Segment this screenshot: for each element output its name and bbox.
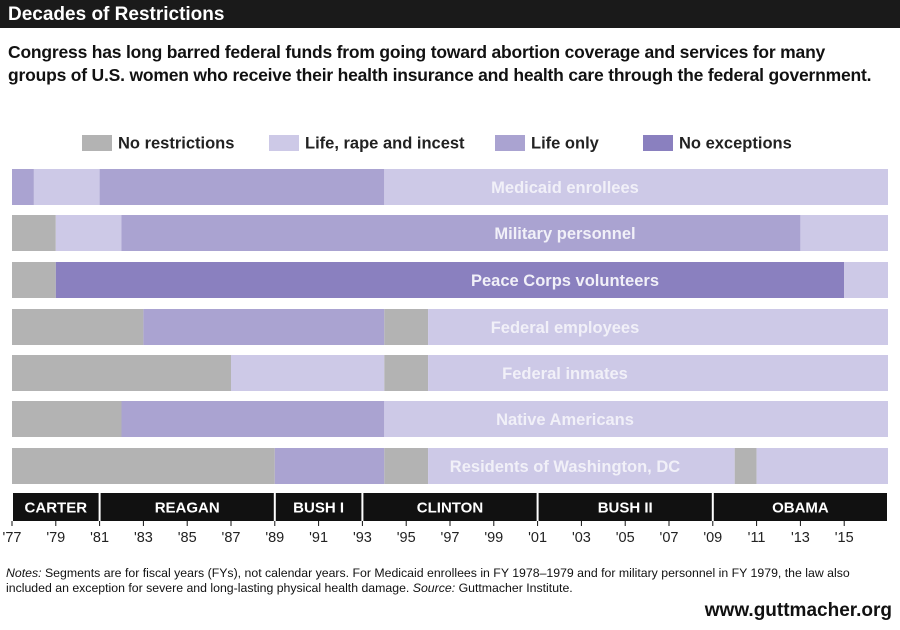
- row-label: Federal employees: [491, 319, 640, 337]
- notes: Notes: Segments are for fiscal years (FY…: [6, 566, 896, 596]
- x-tick-label: '07: [660, 530, 679, 546]
- segment: [384, 401, 888, 437]
- segment: [428, 355, 888, 391]
- era-bar: [713, 493, 887, 521]
- subtitle: Congress has long barred federal funds f…: [8, 42, 872, 85]
- segment: [12, 355, 231, 391]
- segment: [143, 309, 385, 345]
- row-label: Federal inmates: [502, 365, 628, 383]
- era-label: BUSH II: [598, 500, 653, 517]
- row-label: Residents of Washington, DC: [450, 458, 680, 476]
- segment: [121, 215, 801, 251]
- x-tick-label: '05: [616, 530, 635, 546]
- segment: [384, 355, 429, 391]
- legend-label: Life only: [531, 135, 600, 153]
- segment: [12, 262, 56, 298]
- segment: [12, 309, 144, 345]
- era-bar: [538, 493, 712, 521]
- x-tick-label: '99: [484, 530, 503, 546]
- era-label: CLINTON: [417, 500, 483, 517]
- segment: [384, 448, 429, 484]
- source-label: Source:: [412, 581, 456, 595]
- era-label: OBAMA: [772, 500, 829, 517]
- x-tick-label: '81: [90, 530, 109, 546]
- segment: [99, 169, 385, 205]
- legend-swatch: [82, 135, 112, 151]
- era-label: REAGAN: [155, 500, 220, 517]
- era-bar: [13, 493, 99, 521]
- segment: [428, 309, 888, 345]
- legend-label: No restrictions: [118, 135, 234, 153]
- x-tick-label: '13: [791, 530, 810, 546]
- title-bar: [0, 0, 900, 28]
- segment: [55, 215, 122, 251]
- x-tick-label: '79: [46, 530, 65, 546]
- x-tick-label: '01: [528, 530, 547, 546]
- x-tick-label: '91: [309, 530, 328, 546]
- segment: [12, 169, 34, 205]
- legend-swatch: [643, 135, 673, 151]
- legend-label: No exceptions: [679, 135, 792, 153]
- row-label: Native Americans: [496, 411, 634, 429]
- x-tick-label: '93: [353, 530, 372, 546]
- era-bar: [275, 493, 362, 521]
- segment: [734, 448, 757, 484]
- x-tick-label: '97: [441, 530, 460, 546]
- x-tick-label: '85: [178, 530, 197, 546]
- segment: [55, 262, 845, 298]
- source-text: Guttmacher Institute.: [458, 581, 573, 595]
- chart-title: Decades of Restrictions: [8, 4, 224, 25]
- segment: [231, 355, 385, 391]
- era-label: CARTER: [25, 500, 88, 517]
- segment: [844, 262, 888, 298]
- x-tick-label: '09: [703, 530, 722, 546]
- era-label: BUSH I: [293, 500, 344, 517]
- notes-label: Notes:: [6, 566, 42, 580]
- segment: [384, 169, 888, 205]
- segment: [800, 215, 888, 251]
- x-tick-label: '77: [3, 530, 22, 546]
- website: www.guttmacher.org: [704, 600, 892, 621]
- x-tick-label: '15: [835, 530, 854, 546]
- segment: [33, 169, 100, 205]
- segment: [428, 448, 735, 484]
- segment: [121, 401, 385, 437]
- row-label: Medicaid enrollees: [491, 179, 639, 197]
- segment: [756, 448, 888, 484]
- legend-swatch: [269, 135, 299, 151]
- era-bar: [363, 493, 537, 521]
- legend-swatch: [495, 135, 525, 151]
- x-tick-label: '11: [748, 530, 766, 546]
- legend-label: Life, rape and incest: [305, 135, 465, 153]
- era-bar: [100, 493, 274, 521]
- notes-text: Segments are for fiscal years (FYs), not…: [6, 566, 850, 595]
- x-tick-label: '83: [134, 530, 153, 546]
- row-label: Military personnel: [494, 225, 635, 243]
- segment: [12, 401, 122, 437]
- x-tick-label: '95: [397, 530, 416, 546]
- row-label: Peace Corps volunteers: [471, 272, 659, 290]
- x-tick-label: '87: [222, 530, 241, 546]
- segment: [274, 448, 385, 484]
- segment: [12, 215, 56, 251]
- x-tick-label: '03: [572, 530, 591, 546]
- segment: [12, 448, 275, 484]
- x-tick-label: '89: [265, 530, 284, 546]
- segment: [384, 309, 429, 345]
